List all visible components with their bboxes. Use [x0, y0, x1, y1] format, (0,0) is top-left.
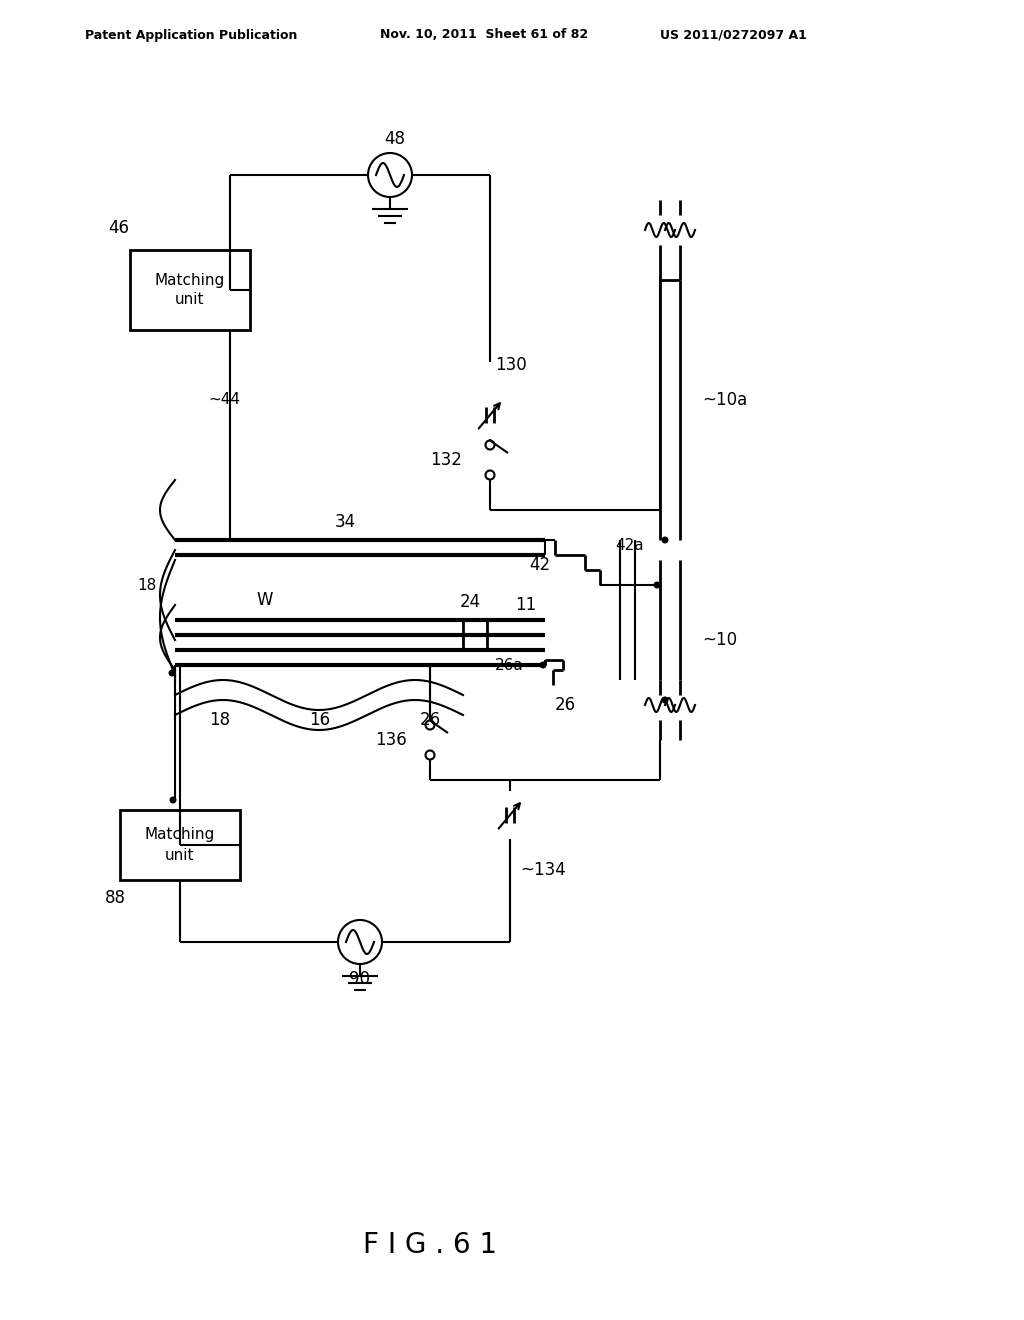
Circle shape: [662, 697, 669, 704]
Text: unit: unit: [175, 293, 205, 308]
Text: Matching: Matching: [144, 828, 215, 842]
Circle shape: [662, 536, 669, 544]
Text: W: W: [257, 591, 273, 609]
Text: 88: 88: [105, 888, 126, 907]
Circle shape: [653, 582, 660, 589]
Text: 48: 48: [384, 129, 406, 148]
Text: 34: 34: [335, 513, 355, 531]
Text: ~44: ~44: [208, 392, 240, 408]
Text: 11: 11: [515, 597, 537, 614]
Text: 18: 18: [138, 578, 157, 593]
Text: Patent Application Publication: Patent Application Publication: [85, 29, 297, 41]
Text: 136: 136: [375, 731, 407, 748]
Bar: [130, 249, 250, 330]
Text: 18: 18: [210, 711, 230, 729]
Text: 26a: 26a: [495, 657, 523, 672]
Text: unit: unit: [165, 847, 195, 862]
Text: 130: 130: [495, 356, 526, 374]
Text: ~10a: ~10a: [702, 391, 748, 409]
Circle shape: [169, 669, 175, 676]
Text: F I G . 6 1: F I G . 6 1: [362, 1232, 497, 1259]
Bar: [463, 620, 487, 649]
Circle shape: [170, 796, 176, 804]
Circle shape: [540, 661, 547, 668]
Text: ~134: ~134: [520, 861, 565, 879]
Text: 26: 26: [555, 696, 577, 714]
Text: 42a: 42a: [615, 537, 644, 553]
Text: 26: 26: [420, 711, 440, 729]
Text: 132: 132: [430, 451, 462, 469]
Text: 90: 90: [349, 970, 371, 987]
Text: 42: 42: [528, 556, 550, 574]
Text: Matching: Matching: [155, 272, 225, 288]
Text: US 2011/0272097 A1: US 2011/0272097 A1: [660, 29, 807, 41]
Text: Nov. 10, 2011  Sheet 61 of 82: Nov. 10, 2011 Sheet 61 of 82: [380, 29, 588, 41]
Text: 24: 24: [460, 593, 480, 611]
Text: 16: 16: [309, 711, 331, 729]
Bar: [120, 810, 240, 880]
Text: 46: 46: [108, 219, 129, 238]
Text: ~10: ~10: [702, 631, 737, 649]
